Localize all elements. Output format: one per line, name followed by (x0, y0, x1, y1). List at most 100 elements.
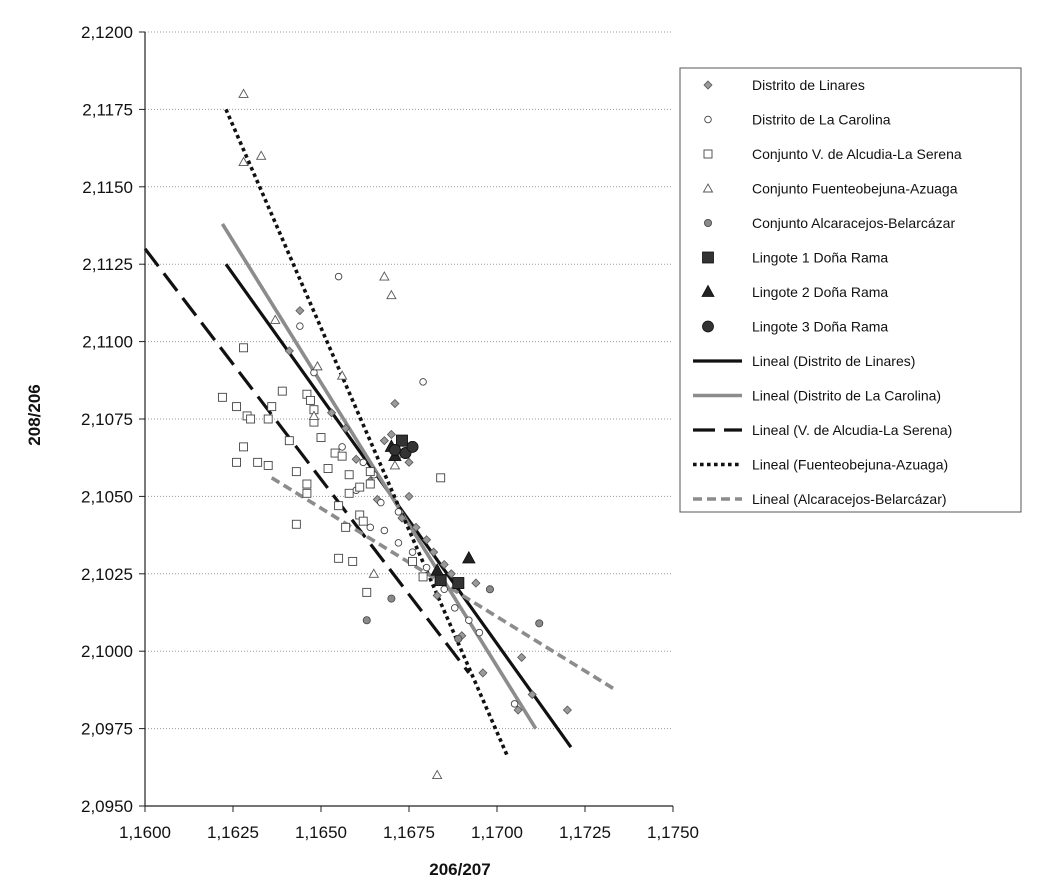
legend-label: Lingote 3 Doña Rama (752, 319, 888, 335)
data-point (362, 587, 372, 597)
data-point (316, 433, 326, 443)
legend-label: Lingote 1 Doña Rama (752, 250, 888, 266)
data-point (232, 457, 241, 467)
data-point (439, 559, 449, 570)
legend-label: Lineal (Distrito de Linares) (752, 353, 915, 369)
data-point (418, 572, 428, 582)
legend-marker (703, 80, 713, 90)
data-points (217, 88, 572, 779)
ingot-point (462, 550, 476, 564)
data-point (305, 395, 315, 405)
y-axis-title: 208/206 (25, 384, 44, 445)
data-point (394, 539, 403, 547)
data-point (535, 619, 544, 628)
data-point (386, 289, 397, 300)
data-point (389, 460, 401, 470)
legend-label: Lineal (Alcaracejos-Belarcázar) (752, 491, 947, 507)
data-point (253, 457, 263, 467)
y-tick-label: 2,1175 (82, 100, 133, 119)
data-point (422, 535, 432, 545)
data-point (284, 346, 294, 356)
y-tick-label: 2,1100 (82, 333, 133, 352)
x-axis-title: 206/207 (429, 860, 490, 879)
data-point (284, 436, 294, 446)
data-point (379, 436, 389, 446)
x-tick-label: 1,1725 (559, 823, 611, 842)
data-point (291, 519, 301, 529)
axes (139, 31, 674, 812)
data-point (454, 634, 463, 643)
data-point (422, 563, 431, 572)
series-1 (296, 272, 519, 708)
legend-label: Conjunto V. de Alcudia-La Serena (752, 146, 962, 162)
data-point (334, 501, 344, 511)
trendline-1 (220, 223, 538, 730)
y-tick-label: 2,1075 (81, 410, 133, 429)
data-point (478, 668, 488, 678)
legend-marker (704, 218, 713, 227)
data-point (436, 473, 446, 483)
data-point (471, 578, 481, 588)
legend-marker (702, 183, 714, 193)
data-point (527, 689, 537, 700)
data-point (351, 454, 361, 464)
data-point (408, 556, 417, 566)
data-point (377, 498, 385, 507)
data-point (267, 402, 277, 412)
data-point (404, 491, 414, 501)
data-point (344, 470, 354, 480)
data-point (355, 482, 365, 492)
data-point (338, 443, 346, 451)
legend-marker (702, 251, 714, 264)
data-point (475, 628, 484, 637)
data-point (232, 402, 241, 412)
data-point (246, 414, 256, 424)
data-point (341, 423, 351, 433)
data-point (239, 442, 249, 452)
trendline-3 (224, 108, 510, 758)
data-point (302, 488, 312, 498)
legend-marker (703, 149, 713, 159)
data-point (263, 460, 273, 470)
data-point (451, 604, 459, 612)
data-point (348, 556, 358, 566)
data-point (296, 322, 304, 330)
x-tick-label: 1,1675 (383, 823, 435, 842)
legend-label: Lingote 2 Doña Rama (752, 284, 888, 300)
series-4 (362, 585, 544, 643)
legend: Distrito de Linares Distrito de La Caroli… (679, 67, 1022, 513)
y-tick-label: 2,1200 (81, 23, 133, 42)
data-point (255, 150, 267, 160)
data-point (323, 464, 333, 473)
legend-label: Distrito de La Carolina (752, 112, 891, 128)
legend-marker (702, 320, 714, 333)
data-point (446, 569, 456, 579)
data-point (366, 523, 375, 532)
data-point (465, 616, 473, 624)
data-point (379, 271, 390, 281)
data-point (404, 457, 414, 467)
x-tick-label: 1,1600 (119, 823, 171, 842)
x-tick-label: 1,1650 (295, 823, 347, 842)
data-point (485, 585, 494, 594)
data-point (239, 343, 249, 353)
data-point (387, 594, 396, 603)
data-point (562, 705, 572, 715)
data-point (217, 392, 227, 402)
x-tick-label: 1,1750 (647, 823, 699, 842)
data-point (326, 408, 337, 418)
data-point (431, 769, 443, 779)
data-point (368, 568, 380, 578)
data-point (295, 306, 305, 316)
data-point (517, 652, 527, 662)
data-point (408, 548, 417, 556)
data-point (302, 479, 312, 489)
data-point (513, 705, 523, 715)
legend-marker (701, 284, 715, 297)
data-point (397, 513, 407, 523)
x-tick-label: 1,1700 (471, 823, 523, 842)
ingot-point (396, 434, 408, 447)
data-point (432, 590, 442, 601)
